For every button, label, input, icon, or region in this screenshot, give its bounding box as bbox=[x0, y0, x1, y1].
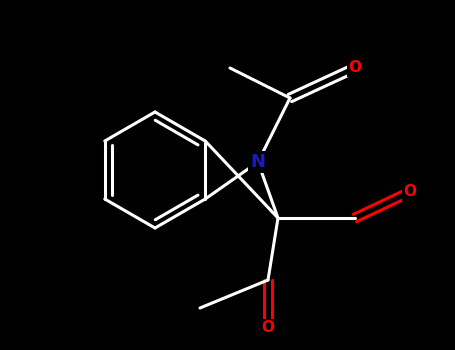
Text: O: O bbox=[349, 61, 362, 76]
Text: O: O bbox=[262, 321, 274, 336]
Text: O: O bbox=[404, 184, 416, 200]
Text: N: N bbox=[251, 153, 266, 171]
